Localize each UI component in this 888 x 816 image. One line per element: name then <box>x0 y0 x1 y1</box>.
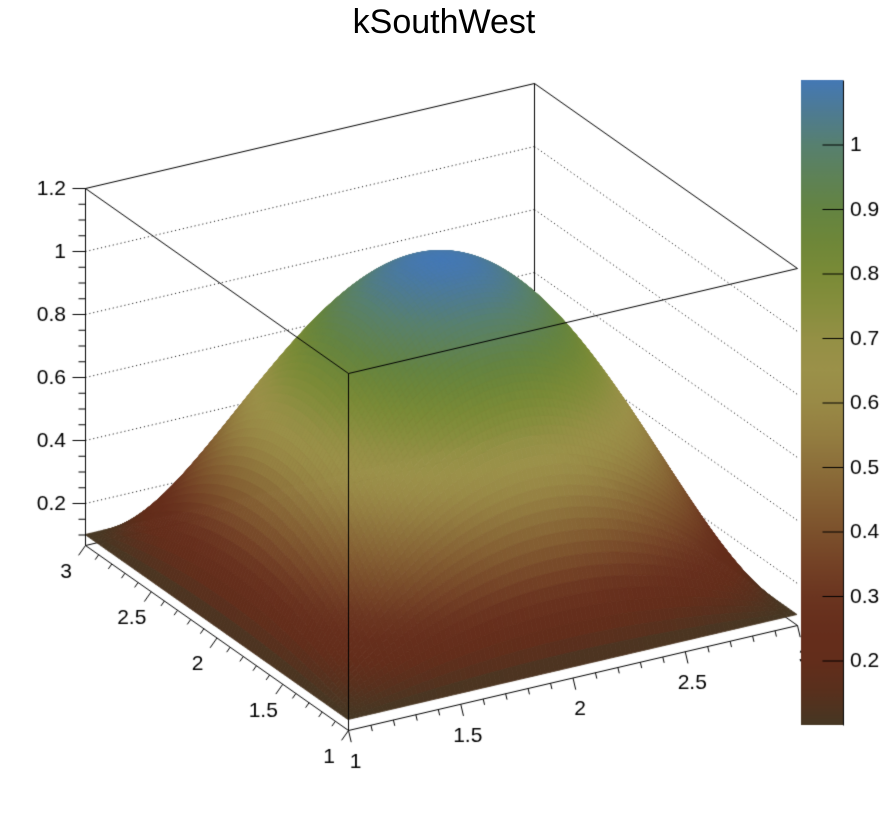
chart-title: kSouthWest <box>352 3 536 41</box>
